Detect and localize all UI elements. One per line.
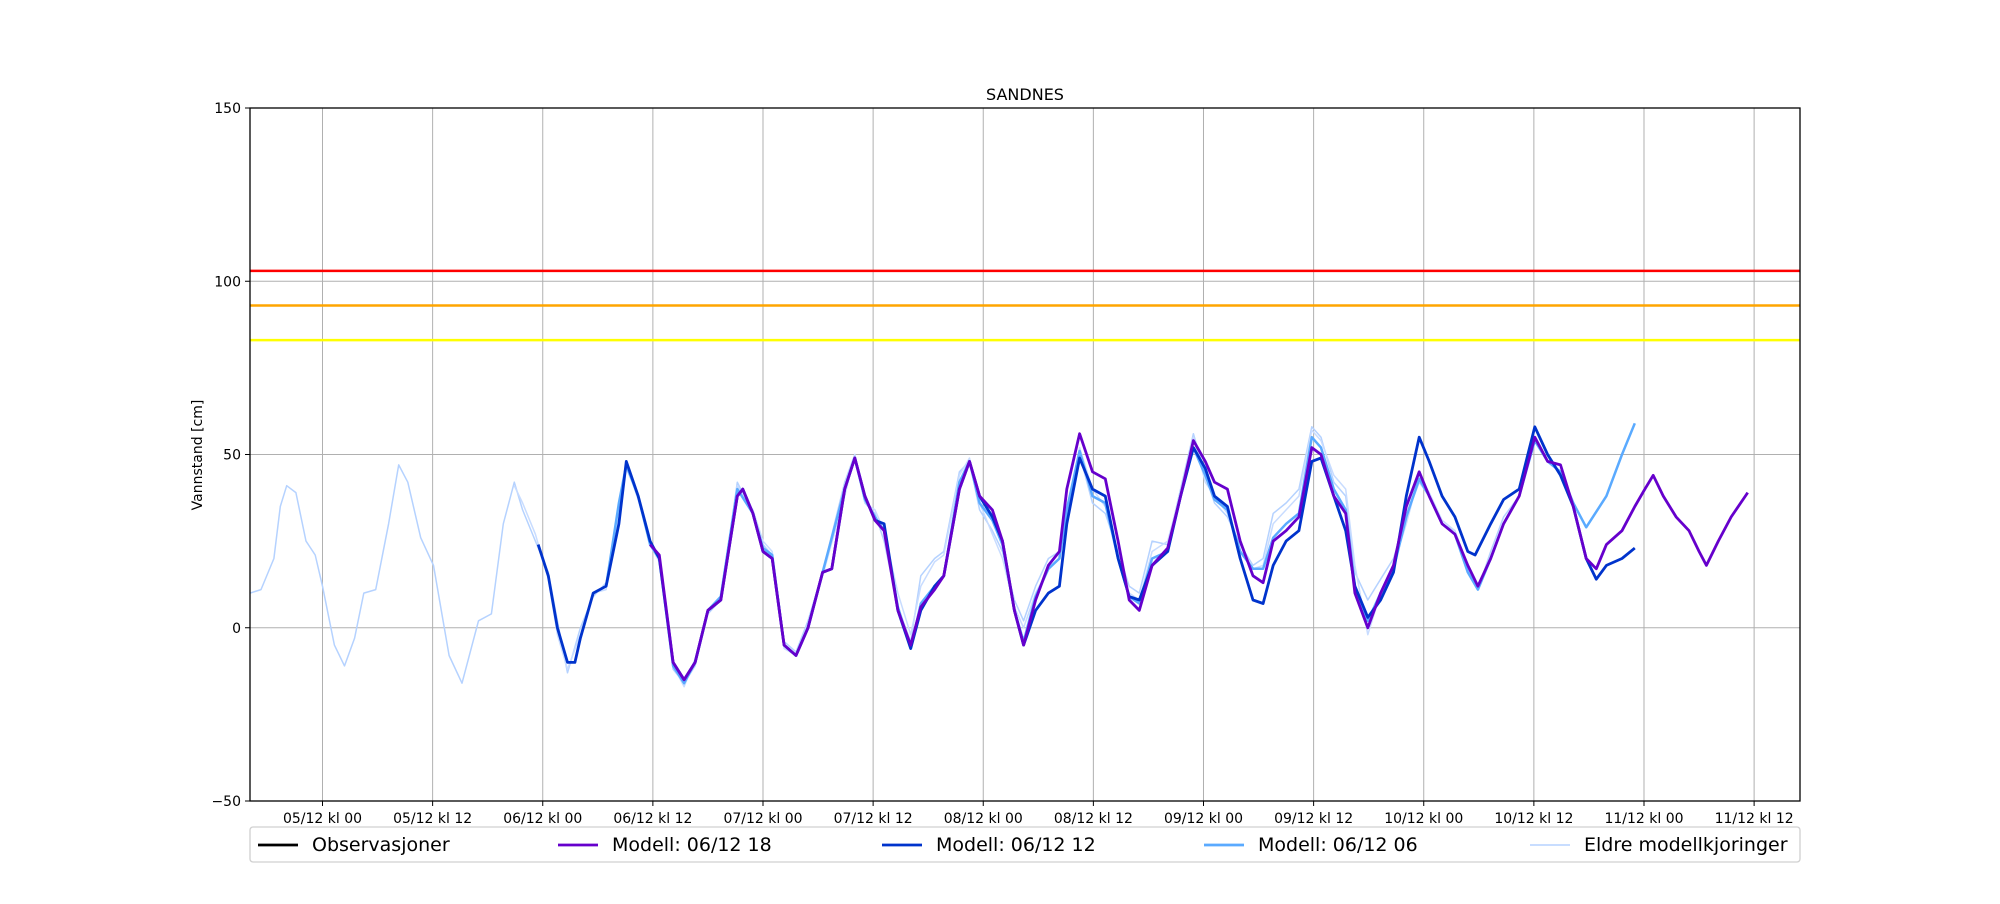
chart-title: SANDNES	[986, 85, 1064, 104]
legend: Observasjoner Modell: 06/12 18 Modell: 06/…	[249, 826, 1801, 863]
y-tick-label: 150	[214, 101, 241, 117]
x-tick-label: 06/12 kl 00	[503, 811, 582, 827]
x-tick-label: 09/12 kl 00	[1164, 811, 1243, 827]
x-tick-label: 08/12 kl 00	[944, 811, 1023, 827]
x-tick-label: 08/12 kl 12	[1054, 811, 1133, 827]
x-tick-label: 11/12 kl 12	[1715, 811, 1794, 827]
x-tick-label: 09/12 kl 12	[1274, 811, 1353, 827]
series-line-eldre-modellkjoringer	[513, 429, 1505, 688]
x-tick-label: 05/12 kl 12	[393, 811, 472, 827]
y-tick-label: −50	[211, 794, 241, 810]
legend-frame	[249, 826, 1801, 863]
y-tick-label: 50	[223, 448, 241, 464]
series-line-eldre-modellkjoringer	[249, 426, 1520, 684]
series-line-modell-06-12-18	[649, 432, 1749, 682]
x-tick-label: 10/12 kl 00	[1384, 811, 1463, 827]
y-tick-label: 100	[214, 274, 241, 290]
x-ticks: 05/12 kl 00 05/12 kl 12 06/12 kl 00 06/12 k…	[283, 801, 1794, 827]
series-line-modell-06-12-12	[536, 425, 1636, 682]
legend-label: Modell: 06/12 18	[612, 834, 772, 856]
legend-label: Modell: 06/12 06	[1258, 834, 1418, 856]
grid	[250, 107, 1800, 802]
y-ticks: −50 0 50 100 150	[211, 101, 250, 810]
threshold-lines	[250, 269, 1800, 342]
x-tick-label: 07/12 kl 00	[723, 811, 802, 827]
x-tick-label: 05/12 kl 00	[283, 811, 362, 827]
legend-label: Modell: 06/12 12	[936, 834, 1096, 856]
x-tick-label: 11/12 kl 00	[1604, 811, 1683, 827]
x-tick-label: 07/12 kl 12	[834, 811, 913, 827]
legend-label: Eldre modellkjoringer	[1584, 834, 1788, 856]
x-tick-label: 10/12 kl 12	[1494, 811, 1573, 827]
series-lines	[249, 422, 1749, 688]
y-axis-label: Vannstand [cm]	[190, 400, 206, 511]
legend-label: Observasjoner	[312, 834, 450, 856]
x-tick-label: 06/12 kl 12	[613, 811, 692, 827]
y-tick-label: 0	[232, 621, 241, 637]
